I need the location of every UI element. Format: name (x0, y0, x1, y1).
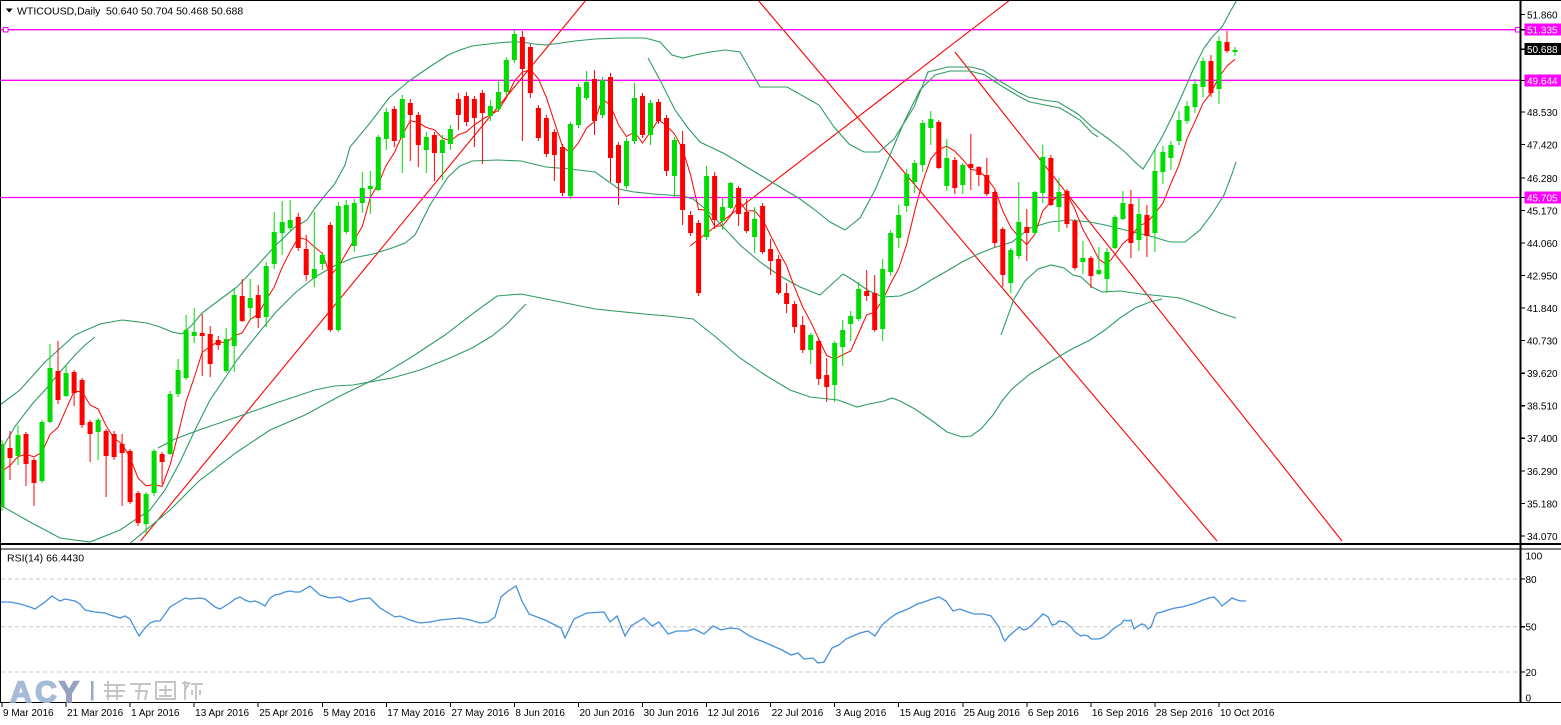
svg-text:80: 80 (1526, 575, 1538, 586)
svg-text:28 Sep 2016: 28 Sep 2016 (1156, 708, 1213, 719)
svg-text:51.860: 51.860 (1527, 10, 1558, 21)
svg-text:20 Jun 2016: 20 Jun 2016 (579, 708, 634, 719)
svg-text:WTICOUSD,Daily: WTICOUSD,Daily (17, 6, 101, 18)
svg-text:3 Aug 2016: 3 Aug 2016 (836, 708, 887, 719)
svg-text:Y: Y (59, 676, 79, 709)
svg-text:45.705: 45.705 (1527, 194, 1558, 205)
svg-text:42.950: 42.950 (1527, 272, 1558, 283)
svg-text:25 Apr 2016: 25 Apr 2016 (259, 708, 313, 719)
svg-text:8 Jun 2016: 8 Jun 2016 (515, 708, 565, 719)
svg-text:50.688: 50.688 (1527, 45, 1558, 56)
svg-text:47.420: 47.420 (1527, 141, 1558, 152)
svg-text:13 Apr 2016: 13 Apr 2016 (195, 708, 249, 719)
svg-text:40.730: 40.730 (1527, 337, 1558, 348)
svg-text:48.530: 48.530 (1527, 108, 1558, 119)
svg-text:50.640 50.704 50.468 50.688: 50.640 50.704 50.468 50.688 (106, 6, 243, 18)
svg-text:35.180: 35.180 (1527, 499, 1558, 510)
svg-text:6 Sep 2016: 6 Sep 2016 (1028, 708, 1080, 719)
svg-text:100: 100 (1526, 551, 1543, 562)
svg-text:17 May 2016: 17 May 2016 (387, 708, 445, 719)
svg-text:0: 0 (1526, 693, 1532, 704)
svg-text:36.290: 36.290 (1527, 467, 1558, 478)
svg-text:1 Apr 2016: 1 Apr 2016 (131, 708, 180, 719)
svg-text:15 Aug 2016: 15 Aug 2016 (900, 708, 957, 719)
svg-text:30 Jun 2016: 30 Jun 2016 (644, 708, 699, 719)
svg-text:RSI(14) 66.4430: RSI(14) 66.4430 (7, 553, 84, 565)
svg-text:49.644: 49.644 (1527, 76, 1558, 87)
svg-text:51.335: 51.335 (1527, 26, 1558, 37)
svg-text:20: 20 (1526, 668, 1538, 679)
svg-text:34.070: 34.070 (1527, 532, 1558, 543)
svg-text:27 May 2016: 27 May 2016 (451, 708, 509, 719)
svg-text:38.510: 38.510 (1527, 402, 1558, 413)
svg-text:46.280: 46.280 (1527, 174, 1558, 185)
svg-text:25 Aug 2016: 25 Aug 2016 (964, 708, 1021, 719)
svg-text:12 Jul 2016: 12 Jul 2016 (708, 708, 760, 719)
svg-text:44.060: 44.060 (1527, 239, 1558, 250)
svg-text:39.620: 39.620 (1527, 369, 1558, 380)
svg-text:41.840: 41.840 (1527, 304, 1558, 315)
svg-text:50: 50 (1526, 623, 1538, 634)
svg-text:22 Jul 2016: 22 Jul 2016 (772, 708, 824, 719)
svg-text:5 May 2016: 5 May 2016 (323, 708, 376, 719)
svg-text:45.170: 45.170 (1527, 206, 1558, 217)
svg-text:37.400: 37.400 (1527, 434, 1558, 445)
svg-text:9 Mar 2016: 9 Mar 2016 (3, 708, 54, 719)
svg-text:AC: AC (10, 676, 60, 709)
svg-text:10 Oct 2016: 10 Oct 2016 (1220, 708, 1275, 719)
svg-text:21 Mar 2016: 21 Mar 2016 (67, 708, 124, 719)
svg-text:16 Sep 2016: 16 Sep 2016 (1092, 708, 1149, 719)
